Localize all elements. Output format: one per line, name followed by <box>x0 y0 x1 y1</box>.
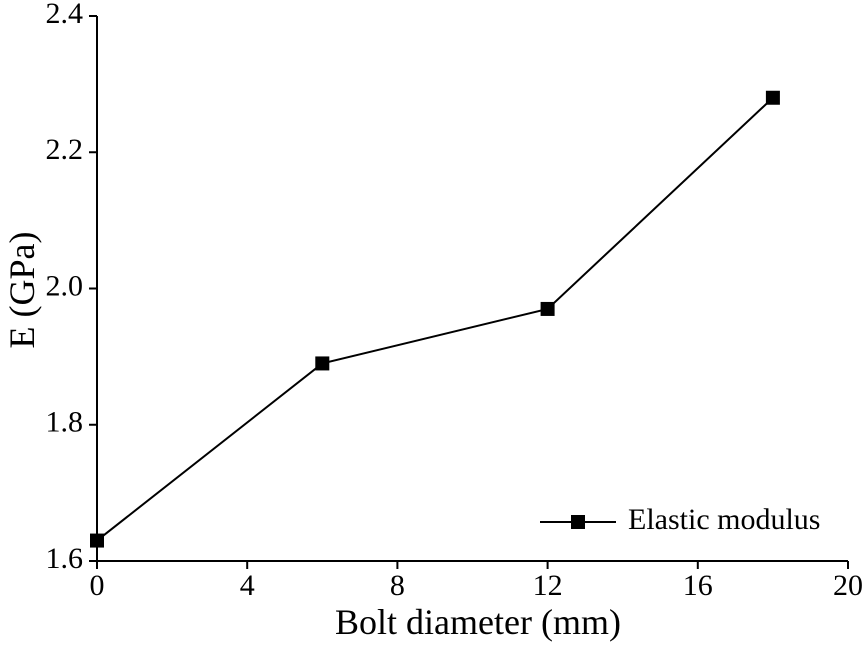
x-axis-label: Bolt diameter (mm) <box>335 602 621 642</box>
marker <box>90 533 104 548</box>
marker <box>765 90 780 105</box>
y-tick-label: 2.2 <box>46 133 84 166</box>
marker <box>540 301 555 316</box>
x-tick-label: 20 <box>833 569 863 602</box>
y-tick-label: 2.4 <box>46 0 84 30</box>
series-line <box>96 97 774 542</box>
legend-marker <box>571 515 585 529</box>
x-tick-label: 0 <box>90 569 105 602</box>
x-tick-label: 12 <box>533 569 563 602</box>
y-tick-label: 2.0 <box>46 269 84 302</box>
legend-label: Elastic modulus <box>628 503 820 536</box>
y-tick-label: 1.8 <box>46 406 84 439</box>
x-tick-label: 16 <box>683 569 713 602</box>
marker <box>315 356 330 371</box>
y-axis-label: E (GPa) <box>2 232 42 349</box>
y-tick-label: 1.6 <box>46 542 84 575</box>
x-tick-label: 8 <box>390 569 405 602</box>
x-tick-label: 4 <box>240 569 255 602</box>
